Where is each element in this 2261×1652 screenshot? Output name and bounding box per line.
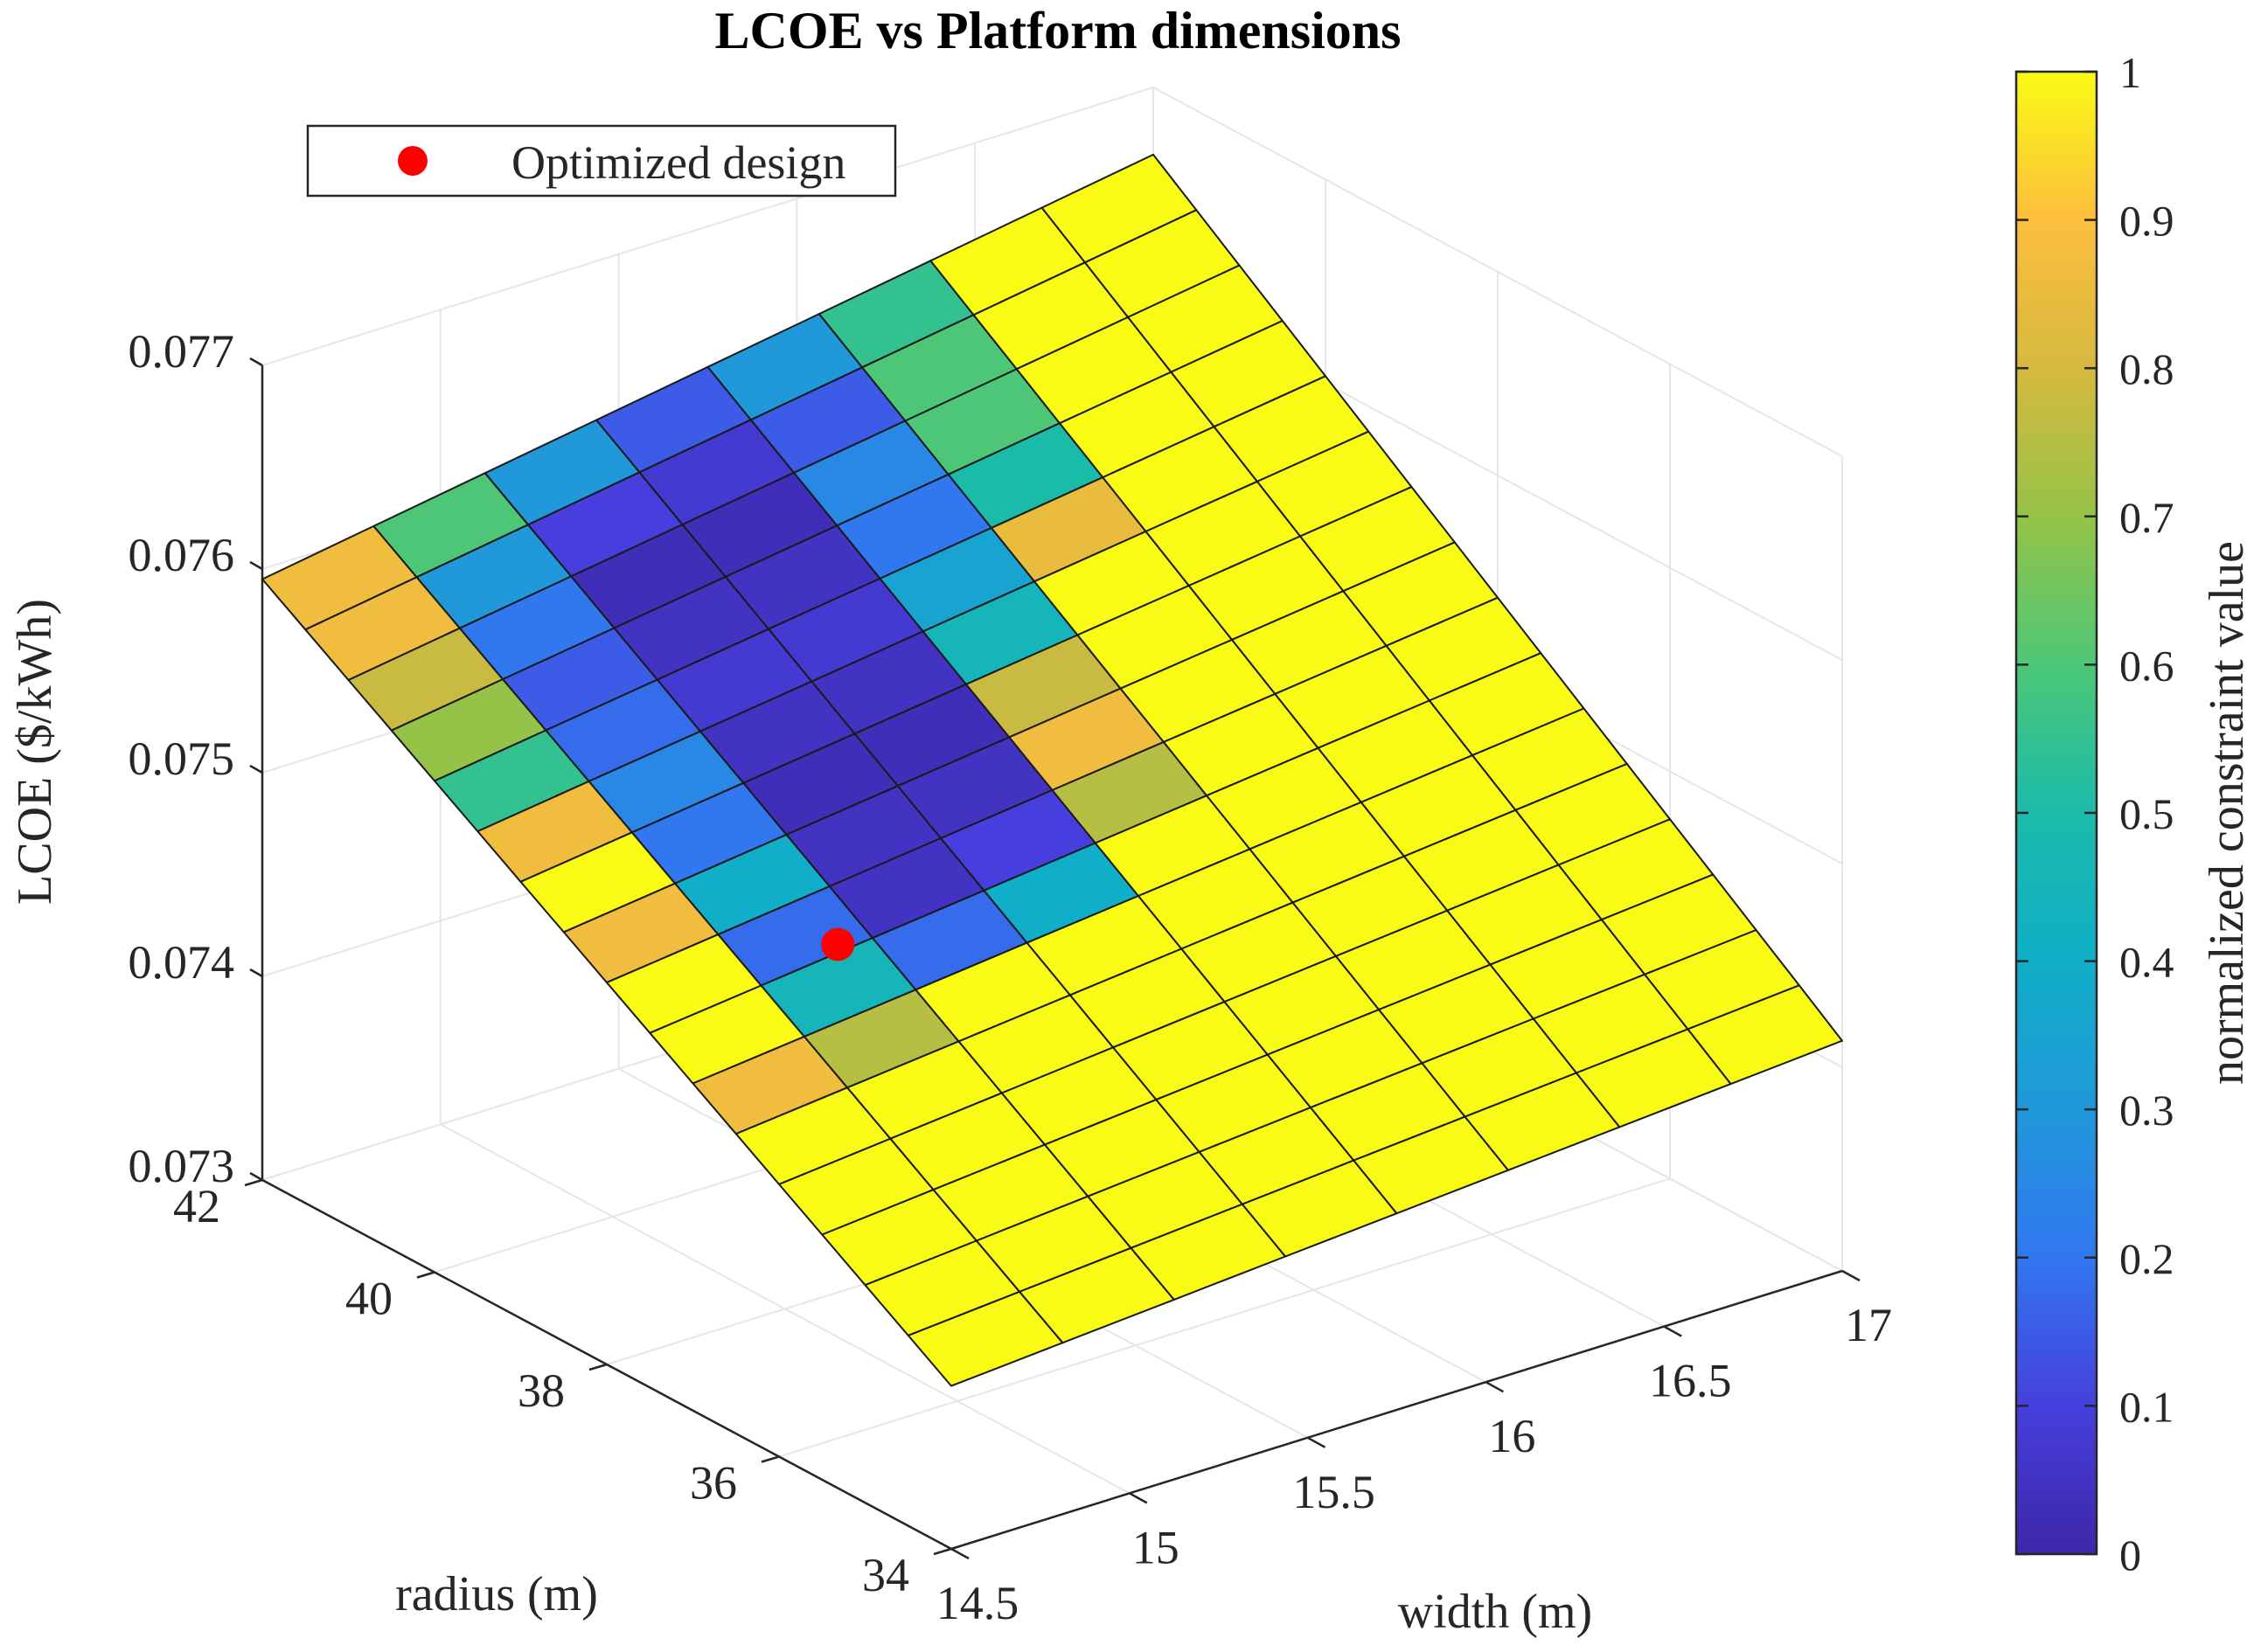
surface-mesh: [261, 153, 1843, 1387]
z-tick-label: 0.077: [129, 325, 235, 378]
z-tick-label: 0.075: [129, 732, 235, 785]
x-tick-mark: [950, 1547, 970, 1560]
colorbar-gradient: [2014, 70, 2098, 1556]
x-tick-label: 14.5: [936, 1577, 1019, 1629]
surface-cell: [1687, 984, 1843, 1086]
colorbar-title: normalized constraint value: [2200, 541, 2254, 1085]
optimized-design-marker: [821, 927, 855, 961]
colorbar-tick-label: 0.9: [2119, 197, 2174, 246]
chart-title: LCOE vs Platform dimensions: [714, 2, 1401, 59]
y-tick-label: 36: [690, 1457, 737, 1510]
colorbar-tick-label: 0.4: [2119, 938, 2174, 987]
colorbar-ticks: 0 0.1 0.2 0.3 0.4 0.5 0.6 0.7 0.8 0.9 1: [2016, 48, 2174, 1579]
y-tick-mark: [244, 1178, 263, 1187]
colorbar-tick-label: 0.5: [2119, 789, 2174, 838]
colorbar-tick-label: 0.6: [2119, 641, 2174, 690]
x-tick-mark: [1485, 1381, 1505, 1393]
colorbar-tick-label: 0: [2119, 1531, 2141, 1579]
colorbar: 0 0.1 0.2 0.3 0.4 0.5 0.6 0.7 0.8 0.9 1 normalized…: [2014, 48, 2254, 1579]
x-tick-label: 15: [1132, 1521, 1179, 1573]
y-tick-mark: [416, 1271, 435, 1279]
colorbar-tick-label: 0.1: [2119, 1382, 2174, 1431]
x-tick-mark: [1306, 1436, 1326, 1448]
colorbar-tick-label: 0.2: [2119, 1234, 2174, 1283]
z-tick-label: 0.076: [129, 529, 235, 581]
colorbar-tick-label: 0.7: [2119, 493, 2174, 542]
y-tick-mark: [933, 1547, 952, 1556]
colorbar-tick-label: 1: [2119, 48, 2141, 97]
z-tick-mark: [249, 357, 263, 367]
z-tick-mark: [249, 764, 263, 774]
colorbar-tick-label: 0.3: [2119, 1086, 2174, 1135]
x-tick-label: 16.5: [1649, 1355, 1732, 1407]
x-tick-mark: [1663, 1325, 1682, 1337]
floor-y-gridline: [778, 1177, 1671, 1458]
x-tick-mark: [1129, 1492, 1148, 1504]
y-axis-title: radius (m): [395, 1567, 598, 1621]
y-tick-mark: [761, 1455, 780, 1463]
z-tick-mark: [249, 968, 263, 978]
y-tick-label: 38: [518, 1364, 565, 1417]
z-axis-title: LCOE ($/kWh): [8, 599, 62, 905]
x-axis-title: width (m): [1398, 1585, 1592, 1639]
z-tick-label: 0.074: [129, 936, 235, 989]
colorbar-tick-label: 0.8: [2119, 344, 2174, 393]
x-axis-line: [950, 1269, 1843, 1551]
z-tick-mark: [249, 1171, 263, 1182]
legend-label: Optimized design: [511, 136, 845, 189]
optimized-marker-layer: [821, 927, 855, 961]
legend: Optimized design: [306, 124, 897, 198]
z-tick-mark: [249, 560, 263, 571]
x-tick-label: 16: [1488, 1410, 1535, 1462]
y-tick-label: 34: [862, 1549, 909, 1601]
x-tick-mark: [1841, 1269, 1861, 1282]
x-tick-label: 17: [1845, 1299, 1892, 1351]
z-gridline: [261, 86, 1843, 457]
y-tick-label: 42: [173, 1180, 220, 1232]
y-tick-label: 40: [345, 1273, 393, 1325]
x-tick-label: 15.5: [1292, 1466, 1375, 1518]
z-tick-label: 0.073: [129, 1140, 235, 1192]
axis-ticks: 14.5 15 15.5 16 16.5 17 34 36 38 40 420.073 0.074 0.…: [129, 325, 1893, 1629]
legend-marker: [398, 146, 428, 176]
y-tick-mark: [588, 1363, 608, 1371]
